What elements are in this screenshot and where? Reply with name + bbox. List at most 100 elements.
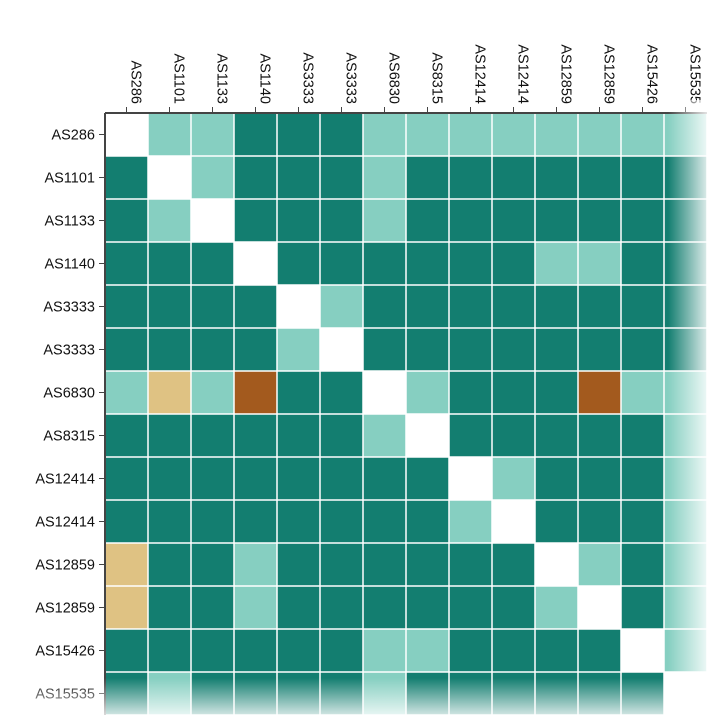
heatmap-cell — [277, 242, 320, 285]
heatmap-cell — [363, 457, 406, 500]
heatmap-cell — [148, 500, 191, 543]
heatmap-cell — [535, 586, 578, 629]
heatmap-cell — [363, 543, 406, 586]
heatmap-cell — [191, 371, 234, 414]
heatmap-cell — [492, 371, 535, 414]
heatmap-cell — [148, 457, 191, 500]
row-label: AS1133 — [44, 214, 95, 230]
heatmap-cell — [320, 500, 363, 543]
heatmap-cell — [578, 328, 621, 371]
heatmap-cell — [148, 199, 191, 242]
heatmap-cell — [492, 199, 535, 242]
heatmap-cell — [148, 371, 191, 414]
heatmap-cell — [621, 414, 664, 457]
heatmap-cell — [406, 414, 449, 457]
heatmap-cell — [535, 285, 578, 328]
heatmap-cell — [320, 629, 363, 672]
heatmap-cell — [363, 242, 406, 285]
heatmap-cell — [621, 242, 664, 285]
heatmap-cell — [449, 371, 492, 414]
row-label: AS6830 — [43, 386, 95, 402]
row-label: AS12414 — [35, 515, 95, 531]
heatmap-cell — [363, 500, 406, 543]
heatmap-cell — [406, 199, 449, 242]
heatmap-cell — [105, 543, 148, 586]
heatmap-cell — [234, 328, 277, 371]
heatmap-cell — [191, 414, 234, 457]
heatmap-cell — [363, 371, 406, 414]
heatmap-cell — [320, 457, 363, 500]
heatmap-cell — [578, 285, 621, 328]
heatmap-cell — [105, 113, 148, 156]
heatmap-cell — [578, 543, 621, 586]
heatmap-cell — [406, 586, 449, 629]
heatmap-cell — [234, 629, 277, 672]
heatmap-cell — [105, 500, 148, 543]
heatmap-cell — [406, 371, 449, 414]
column-label: AS8315 — [429, 52, 445, 104]
heatmap-cell — [148, 156, 191, 199]
column-label: AS12414 — [515, 44, 531, 104]
heatmap-cell — [277, 156, 320, 199]
heatmap-cell — [621, 285, 664, 328]
heatmap-cell — [191, 156, 234, 199]
heatmap-cell — [277, 113, 320, 156]
heatmap-cell — [492, 414, 535, 457]
heatmap-cell — [535, 113, 578, 156]
row-label: AS12414 — [35, 472, 95, 488]
heatmap-cell — [492, 543, 535, 586]
heatmap-cell — [535, 371, 578, 414]
heatmap-cell — [578, 500, 621, 543]
heatmap-cell — [148, 285, 191, 328]
heatmap-cell — [277, 414, 320, 457]
heatmap-cell — [320, 113, 363, 156]
heatmap-cell — [406, 285, 449, 328]
heatmap-cell — [492, 113, 535, 156]
heatmap-cell — [449, 500, 492, 543]
heatmap-cell — [363, 199, 406, 242]
heatmap-cell — [148, 586, 191, 629]
heatmap-cell — [406, 629, 449, 672]
heatmap-cell — [105, 371, 148, 414]
heatmap-cell — [277, 371, 320, 414]
heatmap-cell — [277, 543, 320, 586]
heatmap-cell — [191, 199, 234, 242]
heatmap-cell — [148, 629, 191, 672]
heatmap-cell — [148, 328, 191, 371]
heatmap-cell — [535, 414, 578, 457]
heatmap-cell — [535, 199, 578, 242]
heatmap-cell — [449, 457, 492, 500]
heatmap-cell — [406, 457, 449, 500]
heatmap-cell — [449, 414, 492, 457]
heatmap-cell — [277, 328, 320, 371]
heatmap-cell — [191, 242, 234, 285]
column-label: AS6830 — [386, 52, 402, 104]
heatmap-cell — [320, 543, 363, 586]
heatmap-cell — [234, 113, 277, 156]
heatmap-cell — [148, 543, 191, 586]
heatmap-cell — [320, 414, 363, 457]
heatmap-cell — [535, 500, 578, 543]
bottom-edge-fade — [0, 678, 714, 724]
heatmap-cell — [578, 586, 621, 629]
heatmap-cell — [363, 414, 406, 457]
heatmap-cell — [234, 414, 277, 457]
heatmap-cell — [406, 328, 449, 371]
heatmap-cell — [449, 199, 492, 242]
heatmap-cell — [578, 156, 621, 199]
row-label: AS3333 — [43, 300, 95, 316]
column-label: AS12859 — [601, 44, 617, 104]
heatmap-cell — [492, 242, 535, 285]
heatmap-cell — [621, 199, 664, 242]
heatmap-cell — [191, 543, 234, 586]
heatmap-cell — [234, 586, 277, 629]
heatmap-cell — [535, 629, 578, 672]
heatmap-cell — [363, 629, 406, 672]
column-labels: AS286 AS1101 AS1133 AS1140 AS3333 AS3333 AS683… — [126, 44, 703, 113]
heatmap-cell — [234, 156, 277, 199]
row-label: AS12859 — [35, 558, 95, 574]
heatmap-cell — [191, 500, 234, 543]
heatmap-cell — [320, 371, 363, 414]
heatmap-cell — [621, 156, 664, 199]
column-label: AS3333 — [343, 52, 359, 104]
